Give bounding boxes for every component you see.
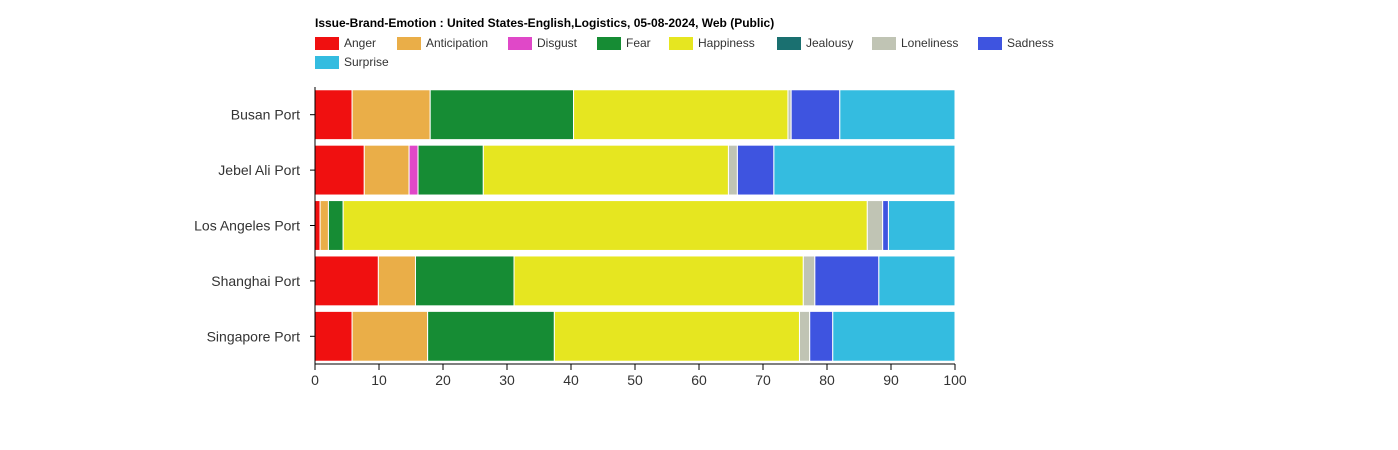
bar-segment-surprise-los-angeles-port bbox=[887, 200, 956, 251]
x-tick-label: 10 bbox=[371, 372, 387, 388]
category-label: Singapore Port bbox=[207, 328, 301, 344]
category-label: Busan Port bbox=[231, 107, 300, 123]
legend-label: Disgust bbox=[537, 36, 578, 50]
bar-segment-anger-shanghai-port bbox=[314, 255, 379, 307]
bar-segment-surprise-busan-port bbox=[839, 89, 956, 141]
legend-swatch bbox=[315, 55, 339, 69]
legend-label: Anticipation bbox=[426, 36, 489, 50]
bar-segment-anticipation-jebel-ali-port bbox=[363, 144, 410, 196]
x-tick-label: 100 bbox=[943, 372, 967, 388]
legend-item-disgust[interactable]: Disgust bbox=[508, 35, 577, 51]
category-label: Shanghai Port bbox=[211, 273, 300, 289]
legend-item-surprise[interactable]: Surprise bbox=[315, 54, 389, 70]
legend-item-jealousy[interactable]: Jealousy bbox=[777, 35, 853, 51]
bar-segment-sadness-singapore-port bbox=[809, 310, 834, 362]
bar-segment-surprise-shanghai-port bbox=[878, 255, 956, 307]
legend-label: Sadness bbox=[1007, 36, 1054, 50]
bar-segment-surprise-jebel-ali-port bbox=[773, 144, 956, 196]
bar-segment-anticipation-los-angeles-port bbox=[319, 200, 329, 251]
bar-segment-anticipation-singapore-port bbox=[351, 310, 429, 362]
legend-item-fear[interactable]: Fear bbox=[597, 35, 651, 51]
bar-segment-happiness-singapore-port bbox=[553, 310, 800, 362]
bar-segment-sadness-los-angeles-port bbox=[882, 200, 889, 251]
bar-segment-anticipation-shanghai-port bbox=[377, 255, 416, 307]
legend-item-anticipation[interactable]: Anticipation bbox=[397, 35, 488, 51]
bar-segment-loneliness-shanghai-port bbox=[802, 255, 816, 307]
bar-segment-anger-los-angeles-port bbox=[314, 200, 321, 251]
category-label: Jebel Ali Port bbox=[218, 162, 300, 178]
bar-segment-anger-jebel-ali-port bbox=[314, 144, 365, 196]
x-tick-label: 50 bbox=[627, 372, 643, 388]
x-tick-label: 20 bbox=[435, 372, 451, 388]
bar-segment-anticipation-busan-port bbox=[351, 89, 431, 141]
bar-segment-happiness-busan-port bbox=[573, 89, 789, 141]
bar-segment-anger-singapore-port bbox=[314, 310, 353, 362]
bar-segment-loneliness-jebel-ali-port bbox=[727, 144, 738, 196]
legend-swatch bbox=[508, 36, 532, 50]
bar-segment-fear-los-angeles-port bbox=[327, 200, 344, 251]
x-tick-label: 70 bbox=[755, 372, 771, 388]
bar-segment-sadness-shanghai-port bbox=[814, 255, 880, 307]
legend-item-happiness[interactable]: Happiness bbox=[669, 35, 755, 51]
legend-item-anger[interactable]: Anger bbox=[315, 35, 376, 51]
legend-label: Fear bbox=[626, 36, 651, 50]
legend-label: Surprise bbox=[344, 55, 389, 69]
legend-swatch bbox=[872, 36, 896, 50]
legend-label: Happiness bbox=[698, 36, 755, 50]
category-label: Los Angeles Port bbox=[194, 218, 300, 234]
legend-item-sadness[interactable]: Sadness bbox=[978, 35, 1054, 51]
bar-segment-loneliness-los-angeles-port bbox=[866, 200, 884, 251]
x-tick-label: 60 bbox=[691, 372, 707, 388]
bar-segment-fear-shanghai-port bbox=[414, 255, 515, 307]
legend-label: Jealousy bbox=[806, 36, 854, 50]
bar-segment-happiness-jebel-ali-port bbox=[482, 144, 729, 196]
x-tick-label: 90 bbox=[883, 372, 899, 388]
bar-segment-sadness-busan-port bbox=[790, 89, 841, 141]
bar-segment-fear-singapore-port bbox=[427, 310, 555, 362]
bar-segment-fear-busan-port bbox=[429, 89, 575, 141]
legend-swatch bbox=[669, 36, 693, 50]
legend-item-loneliness[interactable]: Loneliness bbox=[872, 35, 958, 51]
bar-segment-disgust-jebel-ali-port bbox=[408, 144, 419, 196]
bar-segment-sadness-jebel-ali-port bbox=[736, 144, 775, 196]
bar-segment-loneliness-singapore-port bbox=[798, 310, 811, 362]
x-tick-label: 40 bbox=[563, 372, 579, 388]
bar-segment-surprise-singapore-port bbox=[832, 310, 956, 362]
bar-segment-anger-busan-port bbox=[314, 89, 353, 141]
bar-segment-fear-jebel-ali-port bbox=[417, 144, 484, 196]
legend-label: Loneliness bbox=[901, 36, 959, 50]
legend-swatch bbox=[978, 36, 1002, 50]
legend-label: Anger bbox=[344, 36, 377, 50]
bar-segment-happiness-los-angeles-port bbox=[342, 200, 868, 251]
legend-swatch bbox=[777, 36, 801, 50]
legend-swatch bbox=[315, 36, 339, 50]
x-tick-label: 30 bbox=[499, 372, 515, 388]
x-tick-label: 0 bbox=[311, 372, 319, 388]
chart-title: Issue-Brand-Emotion : United States-Engl… bbox=[315, 16, 775, 30]
legend-swatch bbox=[397, 36, 421, 50]
bar-segment-happiness-shanghai-port bbox=[513, 255, 804, 307]
legend-swatch bbox=[597, 36, 621, 50]
x-tick-label: 80 bbox=[819, 372, 835, 388]
